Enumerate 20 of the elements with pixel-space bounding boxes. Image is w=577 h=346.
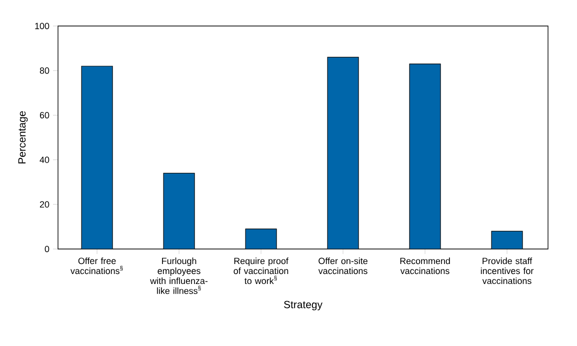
bar	[245, 228, 277, 249]
y-tick-label: 80	[40, 67, 50, 74]
x-tick-label: Require proof of vaccination to work$^{§}$	[234, 258, 288, 284]
x-tick-label: Offer free vaccinations$^{§}$	[70, 258, 123, 274]
x-tick-label: Offer on-site vaccinations	[318, 258, 368, 274]
y-tick-label: 100	[35, 22, 50, 30]
x-tick-label: Recommend vaccinations	[400, 258, 450, 274]
x-axis-title: Strategy	[284, 300, 322, 310]
y-tick-label: 20	[40, 201, 50, 208]
bar	[327, 56, 359, 249]
bar	[409, 64, 441, 249]
y-tick-label: 60	[40, 112, 50, 118]
x-tick-label: Provide staff incentives for vaccinations	[480, 258, 534, 284]
bar	[81, 66, 113, 249]
y-tick-label: 0	[44, 246, 50, 252]
y-axis-title: Percentage	[18, 111, 28, 164]
bar	[163, 172, 195, 249]
y-tick-label: 40	[40, 156, 50, 163]
x-tick-label: Furlough employees with influenza-like illness$^{§}$	[150, 258, 208, 294]
bar	[491, 230, 523, 249]
